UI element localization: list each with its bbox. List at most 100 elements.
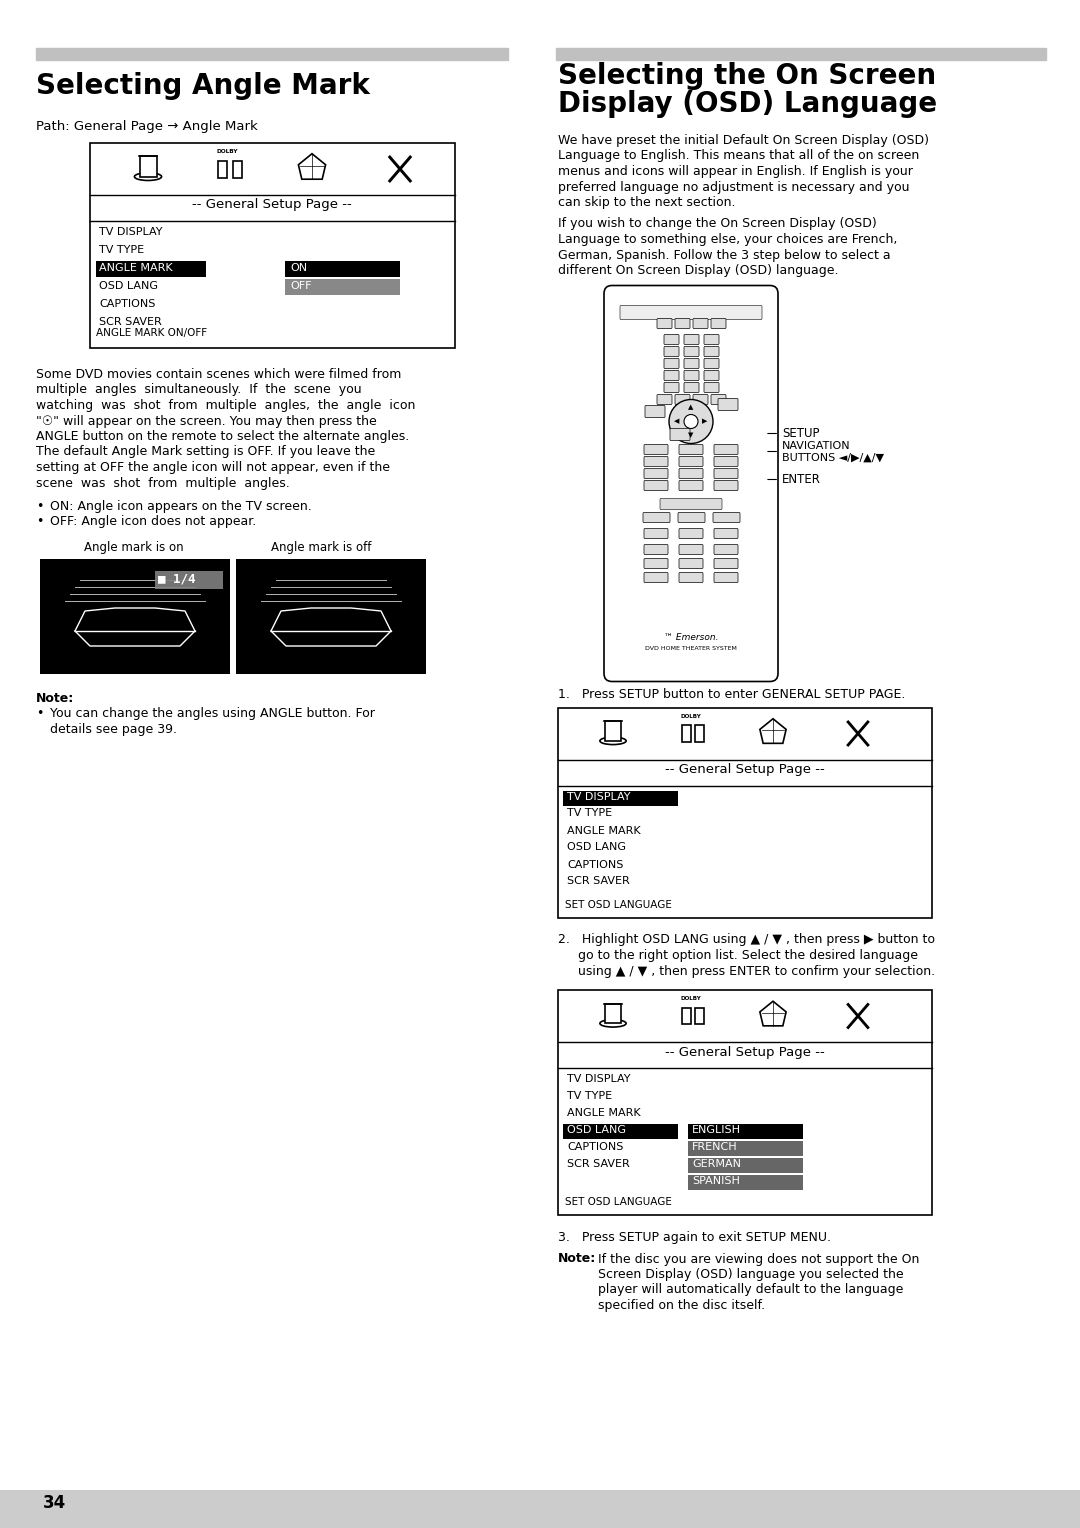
FancyBboxPatch shape: [604, 286, 778, 681]
FancyBboxPatch shape: [664, 370, 679, 380]
FancyBboxPatch shape: [711, 318, 726, 329]
FancyBboxPatch shape: [684, 335, 699, 344]
Text: The default Angle Mark setting is OFF. If you leave the: The default Angle Mark setting is OFF. I…: [36, 446, 375, 458]
Bar: [556, 47, 1047, 60]
Text: TV DISPLAY: TV DISPLAY: [567, 1074, 631, 1083]
Text: DOLBY: DOLBY: [680, 996, 701, 1001]
Text: ▲: ▲: [688, 405, 693, 411]
FancyBboxPatch shape: [704, 347, 719, 356]
Bar: [558, 707, 932, 917]
Text: SET OSD LANGUAGE: SET OSD LANGUAGE: [565, 1196, 672, 1207]
Text: SET OSD LANGUAGE: SET OSD LANGUAGE: [565, 900, 672, 909]
Text: 3.   Press SETUP again to exit SETUP MENU.: 3. Press SETUP again to exit SETUP MENU.: [558, 1232, 831, 1244]
Text: NAVIGATION
BUTTONS ◄/▶/▲/▼: NAVIGATION BUTTONS ◄/▶/▲/▼: [768, 440, 885, 463]
FancyBboxPatch shape: [679, 457, 703, 466]
Text: TV DISPLAY: TV DISPLAY: [567, 792, 631, 802]
Text: go to the right option list. Select the desired language: go to the right option list. Select the …: [578, 949, 918, 963]
FancyBboxPatch shape: [679, 544, 703, 555]
FancyBboxPatch shape: [714, 469, 738, 478]
Text: Path: General Page → Angle Mark: Path: General Page → Angle Mark: [36, 121, 258, 133]
FancyBboxPatch shape: [714, 573, 738, 582]
Bar: [681, 726, 690, 741]
Bar: [681, 1008, 690, 1024]
Text: SETUP: SETUP: [768, 426, 820, 440]
Bar: [285, 280, 400, 295]
Text: OSD LANG: OSD LANG: [567, 1125, 626, 1135]
Text: ▶: ▶: [702, 419, 707, 425]
Text: CAPTIONS: CAPTIONS: [99, 299, 156, 309]
FancyBboxPatch shape: [675, 394, 690, 405]
Text: OSD LANG: OSD LANG: [567, 842, 626, 853]
FancyBboxPatch shape: [657, 394, 672, 405]
FancyBboxPatch shape: [693, 318, 708, 329]
FancyBboxPatch shape: [664, 335, 679, 344]
FancyBboxPatch shape: [714, 529, 738, 538]
Text: DOLBY: DOLBY: [217, 148, 239, 154]
Bar: [688, 1175, 804, 1190]
Text: specified on the disc itself.: specified on the disc itself.: [598, 1299, 765, 1313]
FancyBboxPatch shape: [714, 457, 738, 466]
Text: If you wish to change the On Screen Display (OSD): If you wish to change the On Screen Disp…: [558, 217, 877, 231]
Bar: [558, 990, 932, 1215]
Text: ON: ON: [291, 263, 307, 274]
Bar: [139, 156, 157, 177]
FancyBboxPatch shape: [678, 512, 705, 523]
FancyBboxPatch shape: [684, 359, 699, 368]
FancyBboxPatch shape: [644, 529, 669, 538]
FancyBboxPatch shape: [679, 573, 703, 582]
Text: TV TYPE: TV TYPE: [567, 808, 612, 819]
Bar: [40, 559, 230, 674]
Ellipse shape: [599, 736, 626, 744]
Polygon shape: [760, 718, 786, 743]
Bar: [285, 261, 400, 277]
Text: Language to English. This means that all of the on screen: Language to English. This means that all…: [558, 150, 919, 162]
FancyBboxPatch shape: [679, 469, 703, 478]
FancyBboxPatch shape: [679, 559, 703, 568]
Bar: [605, 1004, 621, 1024]
Bar: [218, 160, 228, 177]
Ellipse shape: [134, 173, 162, 180]
Text: scene  was  shot  from  multiple  angles.: scene was shot from multiple angles.: [36, 477, 289, 489]
Text: ■ 1/4: ■ 1/4: [158, 573, 195, 587]
FancyBboxPatch shape: [645, 405, 665, 417]
Text: •: •: [36, 500, 43, 513]
Text: SCR SAVER: SCR SAVER: [567, 877, 630, 886]
Circle shape: [669, 399, 713, 443]
FancyBboxPatch shape: [718, 399, 738, 411]
FancyBboxPatch shape: [620, 306, 762, 319]
FancyBboxPatch shape: [714, 445, 738, 454]
FancyBboxPatch shape: [670, 428, 690, 440]
Text: Note:: Note:: [558, 1253, 596, 1265]
Text: ENGLISH: ENGLISH: [692, 1125, 741, 1135]
Text: ◀: ◀: [674, 419, 679, 425]
FancyBboxPatch shape: [704, 370, 719, 380]
Text: player will automatically default to the language: player will automatically default to the…: [598, 1284, 903, 1296]
FancyBboxPatch shape: [684, 382, 699, 393]
FancyBboxPatch shape: [684, 347, 699, 356]
Text: Angle mark is off: Angle mark is off: [271, 541, 372, 555]
Text: ANGLE MARK: ANGLE MARK: [567, 1108, 640, 1118]
FancyBboxPatch shape: [644, 457, 669, 466]
Text: FRENCH: FRENCH: [692, 1141, 738, 1152]
Text: German, Spanish. Follow the 3 step below to select a: German, Spanish. Follow the 3 step below…: [558, 249, 891, 261]
FancyBboxPatch shape: [664, 359, 679, 368]
FancyBboxPatch shape: [679, 480, 703, 490]
Circle shape: [684, 414, 698, 428]
Text: ▼: ▼: [688, 432, 693, 439]
Text: GERMAN: GERMAN: [692, 1160, 741, 1169]
Bar: [688, 1141, 804, 1157]
Text: DVD HOME THEATER SYSTEM: DVD HOME THEATER SYSTEM: [645, 645, 737, 651]
Text: Angle mark is on: Angle mark is on: [84, 541, 184, 555]
FancyBboxPatch shape: [714, 559, 738, 568]
Text: -- General Setup Page --: -- General Setup Page --: [665, 1047, 825, 1059]
FancyBboxPatch shape: [704, 335, 719, 344]
Bar: [563, 790, 678, 805]
FancyBboxPatch shape: [664, 382, 679, 393]
Text: Note:: Note:: [36, 692, 75, 704]
FancyBboxPatch shape: [675, 318, 690, 329]
Text: TV TYPE: TV TYPE: [567, 1091, 612, 1102]
Text: -- General Setup Page --: -- General Setup Page --: [665, 764, 825, 776]
Bar: [696, 1008, 704, 1024]
Text: OFF: OFF: [291, 281, 311, 290]
Text: SCR SAVER: SCR SAVER: [99, 316, 162, 327]
